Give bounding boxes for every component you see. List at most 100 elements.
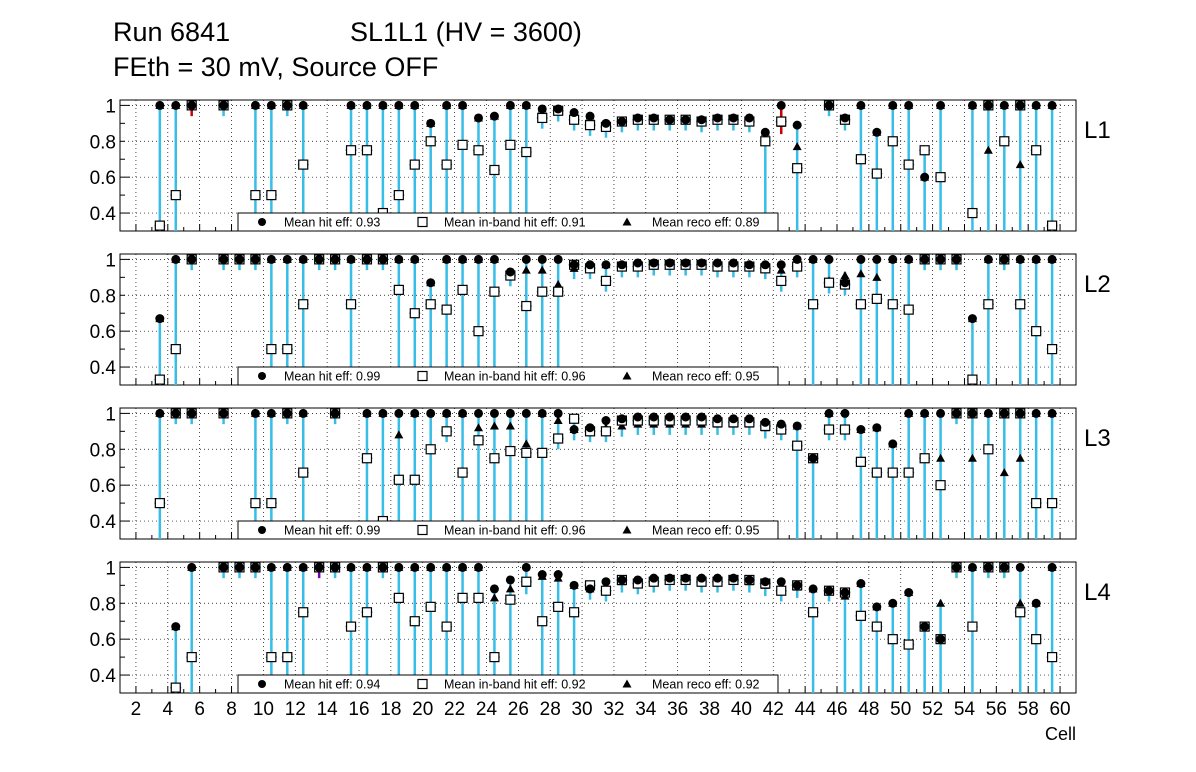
inband-eff-point — [1031, 634, 1042, 645]
reco-eff-point — [936, 598, 946, 607]
inband-eff-point — [361, 453, 373, 464]
hit-eff-point — [1015, 562, 1025, 572]
x-tick-label: 36 — [667, 699, 688, 720]
x-tick-label: 12 — [285, 699, 306, 720]
inband-eff-point — [537, 112, 548, 124]
hit-eff-point — [266, 254, 276, 264]
hit-eff-point — [298, 254, 308, 264]
hit-eff-point — [920, 622, 930, 632]
x-tick-label: 30 — [571, 699, 592, 720]
x-tick-label: 18 — [380, 699, 401, 720]
inband-eff-point — [537, 447, 548, 458]
hit-eff-point — [442, 100, 452, 110]
hit-eff-point — [697, 573, 707, 583]
inband-eff-point — [345, 299, 357, 310]
panel-frame — [119, 407, 1077, 540]
inband-eff-point — [489, 652, 500, 663]
hit-eff-point — [219, 254, 229, 264]
inband-eff-point — [983, 299, 994, 310]
hit-eff-point — [792, 254, 802, 264]
hit-eff-point — [187, 254, 197, 264]
hit-eff-point — [681, 573, 691, 583]
inband-eff-point — [409, 474, 420, 485]
hit-eff-point — [314, 254, 324, 264]
hit-eff-point — [1015, 100, 1025, 110]
legend-inband-label: Mean in-band hit eff: 0.96 — [444, 370, 586, 384]
legend-reco-marker — [622, 217, 632, 226]
hit-eff-point — [920, 172, 930, 182]
inband-eff-point — [409, 308, 420, 319]
layer-label: L2 — [1084, 271, 1111, 298]
hit-eff-point — [728, 414, 738, 424]
hit-eff-point — [872, 423, 882, 433]
hit-eff-point — [266, 100, 276, 110]
legend: Mean hit eff: 0.94 Mean in-band hit eff: … — [237, 674, 779, 694]
markers — [154, 100, 1058, 231]
inband-eff-point — [887, 299, 898, 310]
x-tick-label: 10 — [253, 699, 274, 720]
hit-eff-point — [840, 408, 850, 418]
hit-eff-point — [697, 115, 707, 125]
inband-eff-point — [919, 145, 930, 156]
x-tick-label: 52 — [922, 699, 943, 720]
inband-eff-point — [154, 220, 165, 231]
hit-eff-point — [856, 100, 866, 110]
hit-eff-point — [474, 113, 483, 123]
inband-eff-point — [393, 474, 404, 485]
legend-reco-label: Mean reco eff: 0.95 — [652, 370, 760, 384]
x-tick-label: 20 — [412, 699, 433, 720]
hit-eff-point — [474, 408, 483, 418]
inband-eff-point — [489, 453, 500, 464]
inband-eff-point — [393, 190, 404, 201]
hit-eff-point — [872, 254, 882, 264]
inband-eff-point — [760, 136, 771, 147]
inband-eff-point — [855, 154, 867, 165]
x-tick-label: 24 — [476, 699, 498, 720]
hit-eff-point — [505, 100, 515, 110]
hit-eff-point — [824, 100, 834, 110]
inband-eff-point — [298, 607, 309, 618]
inband-eff-point — [887, 634, 898, 645]
hit-eff-point — [585, 423, 595, 433]
hit-eff-point — [665, 573, 675, 583]
inband-eff-point — [568, 413, 580, 424]
legend-inband-label: Mean in-band hit eff: 0.96 — [444, 524, 586, 538]
hit-eff-point — [442, 408, 452, 418]
hit-eff-point — [617, 260, 627, 270]
hit-eff-point — [442, 562, 452, 572]
inband-eff-point — [807, 299, 819, 310]
hit-eff-point — [665, 115, 675, 125]
inband-eff-point — [345, 621, 357, 632]
hit-eff-point — [856, 425, 866, 435]
hit-eff-point — [617, 117, 627, 127]
legend-hit-label: Mean hit eff: 0.99 — [284, 370, 380, 384]
hit-eff-point — [936, 254, 946, 264]
hit-eff-point — [1047, 408, 1057, 418]
hit-eff-point — [171, 100, 181, 110]
hit-eff-point — [728, 258, 738, 268]
hit-eff-point — [553, 570, 563, 580]
hit-eff-point — [1015, 254, 1025, 264]
hit-eff-point — [474, 254, 483, 264]
hit-eff-point — [999, 408, 1009, 418]
hit-eff-point — [888, 598, 898, 608]
hit-eff-point — [713, 573, 722, 583]
hit-eff-point — [744, 414, 754, 424]
layer-label: L1 — [1084, 117, 1111, 144]
reco-eff-point — [553, 280, 563, 289]
inband-eff-point — [568, 607, 580, 618]
hit-eff-point — [792, 580, 802, 590]
hit-eff-point — [553, 254, 563, 264]
inband-eff-point — [919, 453, 930, 464]
hit-eff-point — [187, 100, 197, 110]
chamber-title: SL1L1 (HV = 3600) — [350, 17, 582, 47]
hit-eff-point — [219, 100, 229, 110]
y-tick-label: 0.4 — [90, 512, 117, 533]
hit-eff-point — [649, 412, 659, 422]
inband-eff-point — [393, 592, 404, 603]
inband-eff-point — [935, 172, 946, 183]
x-tick-label: 60 — [1049, 699, 1070, 720]
inband-eff-point — [967, 621, 978, 632]
hit-eff-point — [569, 260, 579, 270]
hit-eff-point — [282, 254, 292, 264]
